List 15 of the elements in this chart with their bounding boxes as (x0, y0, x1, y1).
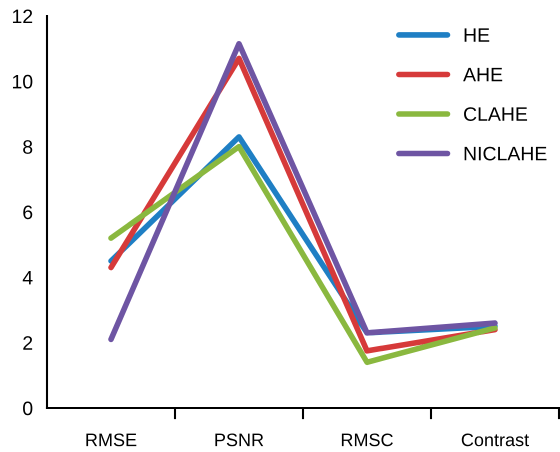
x-tick-label: RMSE (86, 433, 136, 446)
legend-label: HE (464, 28, 490, 42)
legend-label: AHE (463, 68, 502, 82)
legend-label: CLAHE (464, 107, 528, 121)
y-tick-label: 4 (22, 271, 33, 284)
legend-label: NICLAHE (464, 146, 546, 160)
x-tick-label: RMSC (342, 433, 393, 446)
y-tick-label: 12 (12, 9, 32, 24)
y-tick-label: 2 (23, 336, 32, 350)
x-tick-label: PSNR (215, 433, 264, 446)
y-tick-label: 0 (23, 401, 32, 416)
x-tick-label: Contrast (462, 433, 529, 446)
y-tick-label: 8 (23, 140, 32, 154)
y-tick-label: 6 (23, 205, 32, 220)
y-tick-label: 10 (12, 74, 32, 89)
